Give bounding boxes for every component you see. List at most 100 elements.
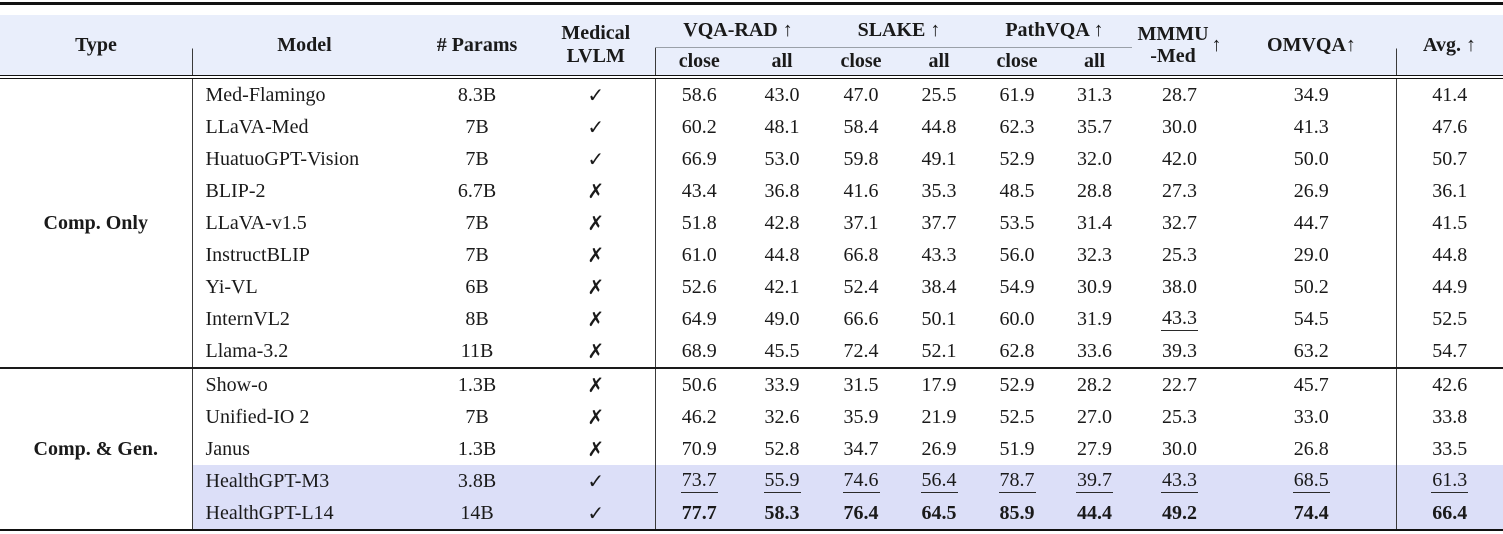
score-cell: 66.9 [654, 143, 743, 175]
score-cell: 62.3 [977, 111, 1057, 143]
table-row: Yi-VL 6B ✗ 52.6 42.1 52.4 38.4 54.9 30.9 38.0 50.2… [0, 271, 1503, 303]
score-value: 35.3 [921, 179, 957, 202]
col-header-avg: Avg. ↑ [1396, 10, 1503, 79]
score-cell: 27.9 [1057, 433, 1132, 465]
score-cell: 50.0 [1227, 143, 1396, 175]
score-value: 44.4 [1077, 501, 1112, 524]
score-value: 31.5 [843, 373, 879, 396]
score-value: 32.3 [1077, 243, 1112, 266]
params-cell: 14B [417, 497, 537, 530]
score-cell: 25.3 [1132, 239, 1227, 271]
table-row: HuatuoGPT-Vision 7B ✓ 66.9 53.0 59.8 49.1 52.9 3… [0, 143, 1503, 175]
cross-icon: ✗ [587, 372, 605, 397]
score-value: 27.3 [1162, 179, 1197, 202]
score-cell: 54.9 [977, 271, 1057, 303]
score-cell: 48.1 [743, 111, 821, 143]
score-value: 60.2 [681, 115, 717, 138]
score-cell: 52.5 [1395, 303, 1503, 335]
table-row: InstructBLIP 7B ✗ 61.0 44.8 66.8 43.3 56.0 32.3 2… [0, 239, 1503, 271]
score-cell: 47.6 [1395, 111, 1503, 143]
score-cell: 60.2 [654, 111, 743, 143]
score-cell: 47.0 [821, 77, 901, 111]
model-name-cell: InternVL2 [191, 303, 417, 335]
score-cell: 58.4 [821, 111, 901, 143]
medical-lvlm-cell: ✗ [537, 303, 655, 335]
score-cell: 62.8 [977, 335, 1057, 368]
table-row: Llama-3.2 11B ✗ 68.9 45.5 72.4 52.1 62.8 33.6 39.… [0, 335, 1503, 368]
score-cell: 43.0 [743, 77, 821, 111]
score-value: 77.7 [681, 501, 717, 524]
check-icon: ✓ [587, 114, 605, 139]
score-value: 52.4 [843, 275, 879, 298]
score-value: 28.2 [1077, 373, 1112, 396]
model-name-cell: LLaVA-v1.5 [191, 207, 417, 239]
score-value: 54.7 [1432, 339, 1468, 362]
table-row: HealthGPT-L14 14B ✓ 77.7 58.3 76.4 64.5 85.9 44.… [0, 497, 1503, 530]
model-name-cell: InstructBLIP [191, 239, 417, 271]
header-row-groups: Type Model # Params Medical LVLM VQA-RAD… [0, 10, 1503, 79]
score-cell: 60.0 [977, 303, 1057, 335]
params-cell: 6B [465, 275, 489, 298]
score-value: 44.7 [1293, 211, 1329, 234]
medical-lvlm-cell: ✗ [537, 239, 655, 271]
score-value: 64.5 [921, 501, 957, 524]
score-cell: 25.3 [1132, 401, 1227, 433]
score-value: 76.4 [843, 501, 879, 524]
score-value: 28.7 [1162, 83, 1197, 106]
score-value: 70.9 [681, 437, 717, 460]
score-value: 26.9 [921, 437, 957, 460]
score-value: 39.3 [1162, 339, 1197, 362]
score-value: 33.0 [1293, 405, 1329, 428]
score-value: 64.9 [681, 307, 717, 330]
score-value: 68.5 [1292, 469, 1330, 493]
score-cell: 42.0 [1132, 143, 1227, 175]
model-name-cell: Unified-IO 2 [191, 401, 417, 433]
score-cell: 35.7 [1057, 111, 1132, 143]
score-value: 43.3 [1161, 469, 1198, 493]
score-cell: 44.8 [901, 111, 977, 143]
model-name-cell: LLaVA-Med [191, 111, 417, 143]
score-cell: 35.9 [821, 401, 901, 433]
medical-lvlm-cell: ✗ [537, 401, 655, 433]
score-cell: 56.0 [977, 239, 1057, 271]
col-header-mmmu-med: MMMU -Med ↑ [1132, 10, 1227, 79]
score-cell: 21.9 [901, 401, 977, 433]
score-cell: 64.5 [901, 497, 977, 530]
score-cell: 52.9 [977, 367, 1057, 401]
score-value: 41.4 [1432, 83, 1468, 106]
params-cell: 8.3B [457, 83, 497, 106]
score-cell: 45.5 [743, 335, 821, 368]
score-value: 50.0 [1293, 147, 1329, 170]
score-value: 61.9 [999, 83, 1035, 106]
score-cell: 33.9 [743, 367, 821, 401]
score-value: 25.3 [1162, 405, 1197, 428]
score-value: 49.1 [921, 147, 957, 170]
score-value: 53.0 [764, 147, 800, 170]
table-row: Comp. & Gen. Show-o 1.3B ✗ 50.6 33.9 31.5 17.9 5… [0, 367, 1503, 530]
params-cell: 8B [465, 307, 489, 330]
score-value: 43.3 [1161, 307, 1198, 331]
score-value: 60.0 [999, 307, 1035, 330]
score-cell: 33.5 [1395, 433, 1503, 465]
score-cell: 56.4 [901, 465, 977, 497]
score-value: 54.9 [999, 275, 1035, 298]
score-cell: 44.8 [1395, 239, 1503, 271]
score-cell: 61.0 [654, 239, 743, 271]
score-cell: 68.5 [1227, 465, 1396, 497]
score-value: 32.7 [1162, 211, 1197, 234]
score-value: 36.1 [1432, 179, 1468, 202]
score-cell: 48.5 [977, 175, 1057, 207]
score-value: 25.3 [1162, 243, 1197, 266]
cross-icon: ✗ [587, 436, 605, 461]
score-value: 42.1 [764, 275, 800, 298]
score-value: 55.9 [763, 469, 801, 493]
score-cell: 32.7 [1132, 207, 1227, 239]
score-cell: 54.5 [1227, 303, 1396, 335]
params-cell: 11B [460, 339, 494, 362]
score-value: 51.8 [681, 211, 717, 234]
table-row: Janus 1.3B ✗ 70.9 52.8 34.7 26.9 51.9 27.9 30.0 26… [0, 433, 1503, 465]
score-value: 63.2 [1293, 339, 1329, 362]
col-header-slake: SLAKE ↑ [821, 10, 977, 48]
score-cell: 50.1 [901, 303, 977, 335]
